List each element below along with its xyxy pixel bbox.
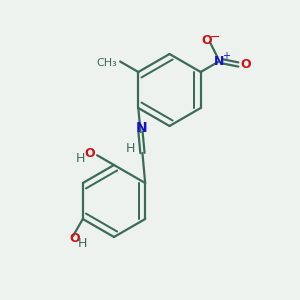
Text: H: H (76, 152, 85, 165)
Text: H: H (126, 142, 135, 155)
Text: O: O (69, 232, 80, 245)
Text: CH₃: CH₃ (96, 58, 117, 68)
Text: O: O (241, 58, 251, 71)
Text: H: H (77, 237, 87, 250)
Text: N: N (214, 55, 224, 68)
Text: N: N (135, 121, 147, 134)
Text: −: − (210, 31, 220, 44)
Text: O: O (202, 34, 212, 47)
Text: +: + (222, 51, 230, 61)
Text: O: O (84, 147, 95, 160)
